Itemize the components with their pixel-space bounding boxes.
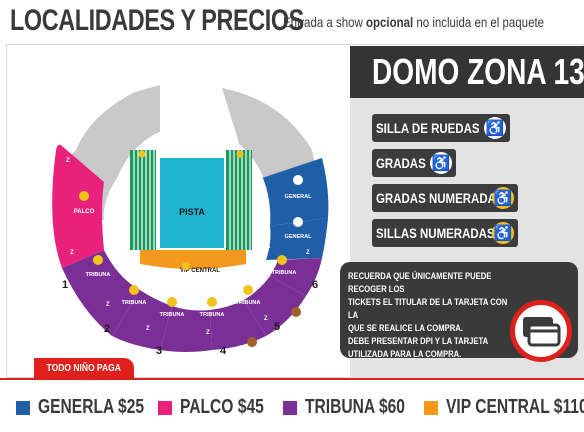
price-legend: GENERLA $25 PALCO $45 TRIBUNA $60 VIP CE… bbox=[0, 390, 584, 426]
row-a-marker: A bbox=[104, 242, 109, 248]
row-z-marker: Z bbox=[106, 302, 110, 308]
subtitle-bold: opcional bbox=[365, 14, 414, 30]
stage-label: PISTA bbox=[179, 207, 205, 217]
legend-swatch bbox=[158, 400, 172, 415]
tribuna-section-2[interactable] bbox=[112, 290, 172, 350]
option-sillas-numeradas[interactable]: SILLAS NUMERADAS ♿ bbox=[372, 219, 518, 247]
legend-item-tribuna: TRIBUNA $60 bbox=[283, 396, 433, 419]
vip-central-section[interactable] bbox=[140, 250, 246, 269]
tribuna-label-3: TRIBUNA bbox=[160, 312, 185, 318]
notice-line: UTILIZADA PARA LA COMPRA. bbox=[348, 349, 462, 359]
subtitle-pre: Entrada a show bbox=[283, 14, 363, 30]
kids-pay-label: TODO NIÑO PAGA bbox=[46, 362, 122, 374]
wheelchair-icon: ♿ bbox=[492, 187, 514, 209]
kids-pay-badge: TODO NIÑO PAGA bbox=[34, 358, 134, 378]
tribuna-label-2: TRIBUNA bbox=[122, 300, 147, 306]
legend-label: VIP CENTRAL $110 bbox=[446, 396, 584, 418]
notice-line: RECUERDA QUE ÚNICAMENTE PUEDE RECOGER LO… bbox=[348, 271, 492, 294]
row-a-marker: A bbox=[116, 264, 121, 270]
option-label: SILLA DE RUEDAS bbox=[376, 120, 480, 136]
general-section-lower[interactable] bbox=[266, 218, 328, 260]
section-number-5: 5 bbox=[274, 321, 280, 333]
general-section-upper[interactable] bbox=[262, 158, 329, 226]
legend-swatch bbox=[424, 400, 438, 415]
notice-line: TICKETS EL TITULAR DE LA TARJETA CON LA bbox=[348, 297, 508, 320]
tribuna-label-5: TRIBUNA bbox=[236, 300, 261, 306]
legend-label: GENERLA $25 bbox=[38, 396, 145, 418]
tribuna-label-1: TRIBUNA bbox=[86, 272, 111, 278]
legend-item-vip: VIP CENTRAL $110 bbox=[424, 396, 584, 419]
row-z-marker: Z bbox=[70, 250, 74, 256]
zone-title: DOMO ZONA 13. bbox=[372, 51, 584, 92]
row-z-marker: Z bbox=[206, 330, 210, 336]
floor-seats bbox=[130, 150, 252, 250]
section-number-1: 1 bbox=[62, 279, 68, 291]
option-gradas-numeradas[interactable]: GRADAS NUMERADAS ♿ bbox=[372, 184, 518, 212]
tribuna-section-3[interactable] bbox=[160, 306, 212, 352]
section-number-4: 4 bbox=[220, 345, 227, 357]
tribuna-section-5[interactable] bbox=[244, 276, 306, 336]
tribuna-section-6[interactable] bbox=[270, 258, 322, 296]
page-title: LOCALIDADES Y PRECIOS bbox=[10, 4, 304, 37]
notice-text: RECUERDA QUE ÚNICAMENTE PUEDE RECOGER LO… bbox=[348, 270, 518, 361]
credit-card-icon bbox=[510, 300, 572, 362]
header: LOCALIDADES Y PRECIOS Entrada a show opc… bbox=[0, 0, 584, 44]
wheelchair-icon: ♿ bbox=[430, 152, 452, 174]
divider bbox=[0, 378, 584, 380]
option-label: SILLAS NUMERADAS bbox=[376, 225, 495, 241]
zone-title-box: DOMO ZONA 13. bbox=[350, 46, 584, 98]
tribuna-section-1[interactable] bbox=[62, 250, 140, 336]
pickup-notice: RECUERDA QUE ÚNICAMENTE PUEDE RECOGER LO… bbox=[340, 262, 578, 362]
row-z-marker: Z bbox=[66, 158, 70, 164]
row-z-marker: Z bbox=[146, 326, 150, 332]
option-label: GRADAS bbox=[376, 155, 426, 171]
option-label: GRADAS NUMERADAS bbox=[376, 190, 504, 206]
tribuna-label-4: TRIBUNA bbox=[200, 312, 225, 318]
legend-label: TRIBUNA $60 bbox=[305, 396, 405, 418]
section-number-6: 6 bbox=[312, 279, 318, 291]
wheelchair-icon: ♿ bbox=[484, 117, 506, 139]
palco-section[interactable] bbox=[52, 144, 104, 268]
notice-line: DEBE PRESENTAR DPI Y LA TARJETA bbox=[348, 336, 489, 346]
general-label-lower: GENERAL bbox=[285, 234, 313, 240]
legend-item-general: GENERLA $25 bbox=[16, 396, 174, 419]
venue-map: PISTA VIP CENTRAL PALCO GENERAL GENERAL … bbox=[52, 85, 329, 357]
row-a-marker: A bbox=[234, 280, 239, 286]
row-a-marker: A bbox=[266, 244, 271, 250]
legend-swatch bbox=[283, 400, 297, 415]
legend-swatch bbox=[16, 400, 30, 415]
wheelchair-icon: ♿ bbox=[492, 222, 514, 244]
notice-line: QUE SE REALICE LA COMPRA. bbox=[348, 323, 463, 333]
palco-label: PALCO bbox=[74, 209, 95, 215]
option-wheelchair[interactable]: SILLA DE RUEDAS ♿ bbox=[372, 114, 510, 142]
legend-label: PALCO $45 bbox=[180, 396, 264, 418]
accessible-seat-icons bbox=[79, 150, 303, 347]
section-number-2: 2 bbox=[104, 323, 110, 335]
row-a-marker: A bbox=[184, 286, 189, 292]
section-number-3: 3 bbox=[156, 345, 162, 357]
row-a-marker: A bbox=[148, 276, 153, 282]
page-subtitle: Entrada a show opcional no incluida en e… bbox=[283, 14, 544, 30]
tribuna-label-6: TRIBUNA bbox=[272, 270, 297, 276]
vip-label: VIP CENTRAL bbox=[180, 268, 220, 274]
stage-pista bbox=[160, 158, 224, 248]
row-z-marker: Z bbox=[264, 316, 268, 322]
option-gradas[interactable]: GRADAS ♿ bbox=[372, 149, 456, 177]
general-label-upper: GENERAL bbox=[285, 194, 313, 200]
legend-item-palco: PALCO $45 bbox=[158, 396, 287, 419]
subtitle-post: no incluida en el paquete bbox=[416, 14, 545, 30]
row-z-marker: Z bbox=[306, 250, 310, 256]
